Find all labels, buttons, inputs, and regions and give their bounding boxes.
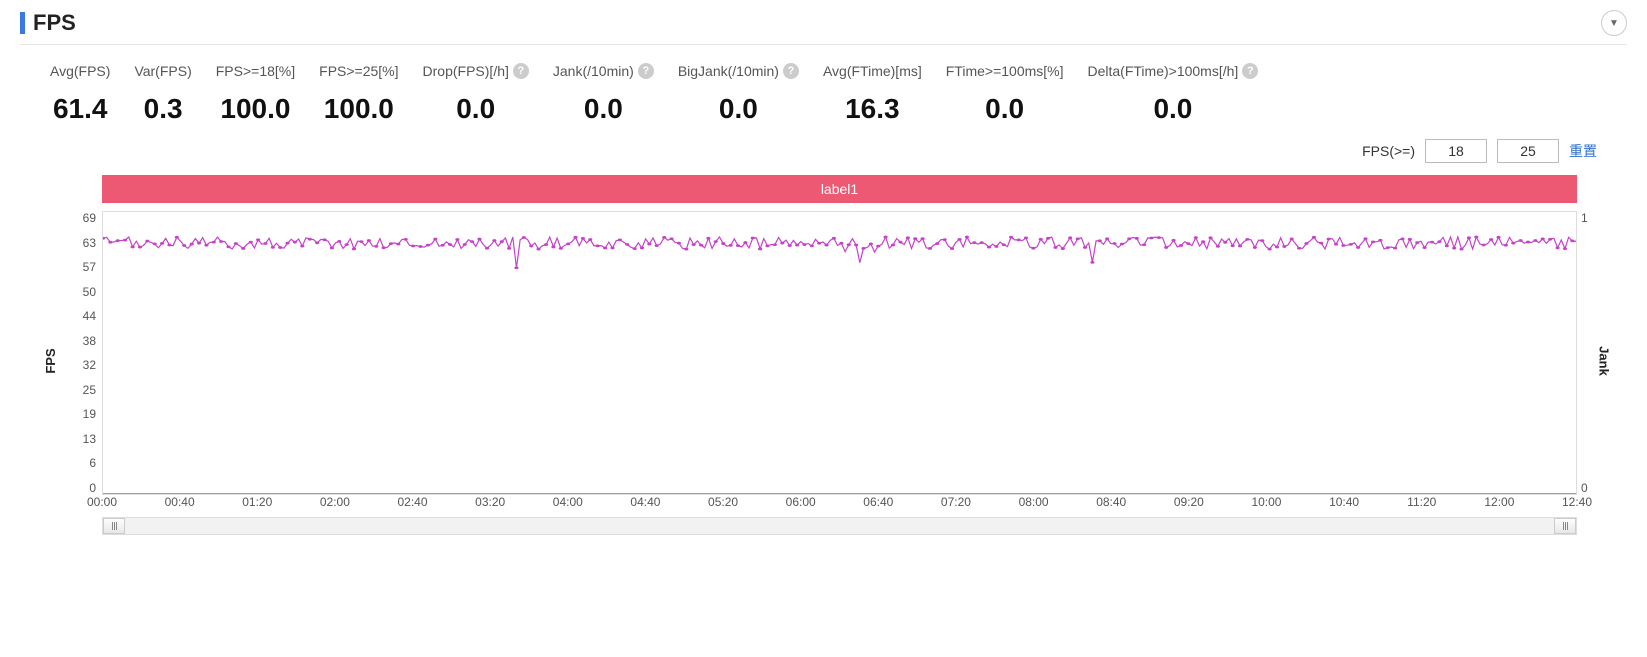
x-tick-label: 00:00 — [87, 495, 117, 509]
fps-series — [103, 237, 1576, 268]
y-tick-label: 69 — [83, 211, 96, 225]
stat-label: Drop(FPS)[/h] — [423, 63, 509, 79]
x-tick-label: 04:40 — [630, 495, 660, 509]
stat-value: 0.0 — [719, 93, 758, 125]
stat-label: FTime>=100ms[%] — [946, 63, 1064, 79]
panel-title: FPS — [33, 10, 76, 36]
x-tick-label: 08:00 — [1019, 495, 1049, 509]
stat-item: FTime>=100ms[%] 0.0 — [946, 63, 1064, 125]
legend-label: label1 — [821, 181, 858, 197]
y-tick-label: 0 — [89, 481, 96, 495]
legend-segment[interactable]: label1 — [102, 175, 1577, 203]
y-tick-label: 63 — [83, 236, 96, 250]
stat-label: Var(FPS) — [134, 63, 191, 79]
x-tick-label: 02:00 — [320, 495, 350, 509]
fps-threshold-1-input[interactable] — [1425, 139, 1487, 163]
y-right-axis-title: Jank — [1597, 346, 1612, 376]
stat-label: Avg(FPS) — [50, 63, 110, 79]
y-tick-label: 13 — [83, 432, 96, 446]
y-tick-label: 44 — [83, 309, 96, 323]
x-tick-label: 01:20 — [242, 495, 272, 509]
y-tick-label: 25 — [83, 383, 96, 397]
x-tick-label: 11:20 — [1407, 495, 1436, 509]
x-tick-label: 10:00 — [1251, 495, 1281, 509]
y-tick-label: 0 — [1581, 481, 1588, 495]
x-tick-label: 12:40 — [1562, 495, 1592, 509]
stat-item: FPS>=18[%] 100.0 — [216, 63, 295, 125]
stat-item: Delta(FTime)>100ms[/h]? 0.0 — [1088, 63, 1259, 125]
stat-item: Jank(/10min)? 0.0 — [553, 63, 654, 125]
stat-value: 100.0 — [324, 93, 394, 125]
chart-container: label1 FPS Jank 6963575044383225191360 1… — [20, 175, 1627, 511]
y-tick-label: 19 — [83, 407, 96, 421]
help-icon[interactable]: ? — [1242, 63, 1258, 79]
reset-link[interactable]: 重置 — [1569, 141, 1597, 161]
x-tick-label: 04:00 — [553, 495, 583, 509]
stat-value: 0.0 — [1153, 93, 1192, 125]
plot-area[interactable] — [102, 211, 1577, 495]
stat-value: 16.3 — [845, 93, 900, 125]
controls-row: FPS(>=) 重置 — [20, 135, 1627, 171]
scroll-handle-right[interactable] — [1554, 518, 1576, 534]
fps-threshold-2-input[interactable] — [1497, 139, 1559, 163]
x-tick-label: 09:20 — [1174, 495, 1204, 509]
x-tick-label: 08:40 — [1096, 495, 1126, 509]
x-axis: 00:0000:4001:2002:0002:4003:2004:0004:40… — [102, 495, 1577, 511]
stat-label: FPS>=18[%] — [216, 63, 295, 79]
x-tick-label: 06:40 — [863, 495, 893, 509]
stat-label: FPS>=25[%] — [319, 63, 398, 79]
x-tick-label: 07:20 — [941, 495, 971, 509]
stat-value: 0.0 — [456, 93, 495, 125]
stat-value: 0.3 — [144, 93, 183, 125]
stat-value: 61.4 — [53, 93, 108, 125]
x-tick-label: 12:00 — [1484, 495, 1514, 509]
y-tick-label: 38 — [83, 334, 96, 348]
stat-value: 100.0 — [220, 93, 290, 125]
time-range-scrollbar[interactable] — [102, 517, 1577, 535]
y-right-axis: 10 — [1577, 211, 1597, 495]
y-tick-label: 32 — [83, 358, 96, 372]
stat-label: Avg(FTime)[ms] — [823, 63, 922, 79]
stat-item: Avg(FPS) 61.4 — [50, 63, 110, 125]
stat-item: Avg(FTime)[ms] 16.3 — [823, 63, 922, 125]
stat-item: Var(FPS) 0.3 — [134, 63, 191, 125]
y-tick-label: 1 — [1581, 211, 1588, 225]
stat-item: FPS>=25[%] 100.0 — [319, 63, 398, 125]
stat-value: 0.0 — [584, 93, 623, 125]
y-tick-label: 6 — [89, 456, 96, 470]
scroll-handle-left[interactable] — [103, 518, 125, 534]
chevron-down-icon: ▼ — [1609, 18, 1619, 29]
help-icon[interactable]: ? — [783, 63, 799, 79]
y-tick-label: 57 — [83, 260, 96, 274]
panel-header: FPS ▼ — [20, 10, 1627, 45]
stat-label: Jank(/10min) — [553, 63, 634, 79]
x-tick-label: 00:40 — [165, 495, 195, 509]
stat-label: BigJank(/10min) — [678, 63, 779, 79]
help-icon[interactable]: ? — [513, 63, 529, 79]
x-tick-label: 10:40 — [1329, 495, 1359, 509]
stat-label: Delta(FTime)>100ms[/h] — [1088, 63, 1239, 79]
y-tick-label: 50 — [83, 285, 96, 299]
x-tick-label: 02:40 — [398, 495, 428, 509]
y-left-axis: 69 63 57 50 44 38 32 25 19 13 6 0 — [50, 211, 102, 495]
x-tick-label: 03:20 — [475, 495, 505, 509]
x-tick-label: 06:00 — [786, 495, 816, 509]
stat-value: 0.0 — [985, 93, 1024, 125]
stat-item: BigJank(/10min)? 0.0 — [678, 63, 799, 125]
help-icon[interactable]: ? — [638, 63, 654, 79]
stat-item: Drop(FPS)[/h]? 0.0 — [423, 63, 529, 125]
fps-threshold-label: FPS(>=) — [1362, 143, 1415, 159]
stats-row: Avg(FPS)61.4Var(FPS)0.3FPS>=18[%]100.0FP… — [20, 45, 1627, 135]
collapse-button[interactable]: ▼ — [1601, 10, 1627, 36]
x-tick-label: 05:20 — [708, 495, 738, 509]
title-accent-bar — [20, 12, 25, 34]
